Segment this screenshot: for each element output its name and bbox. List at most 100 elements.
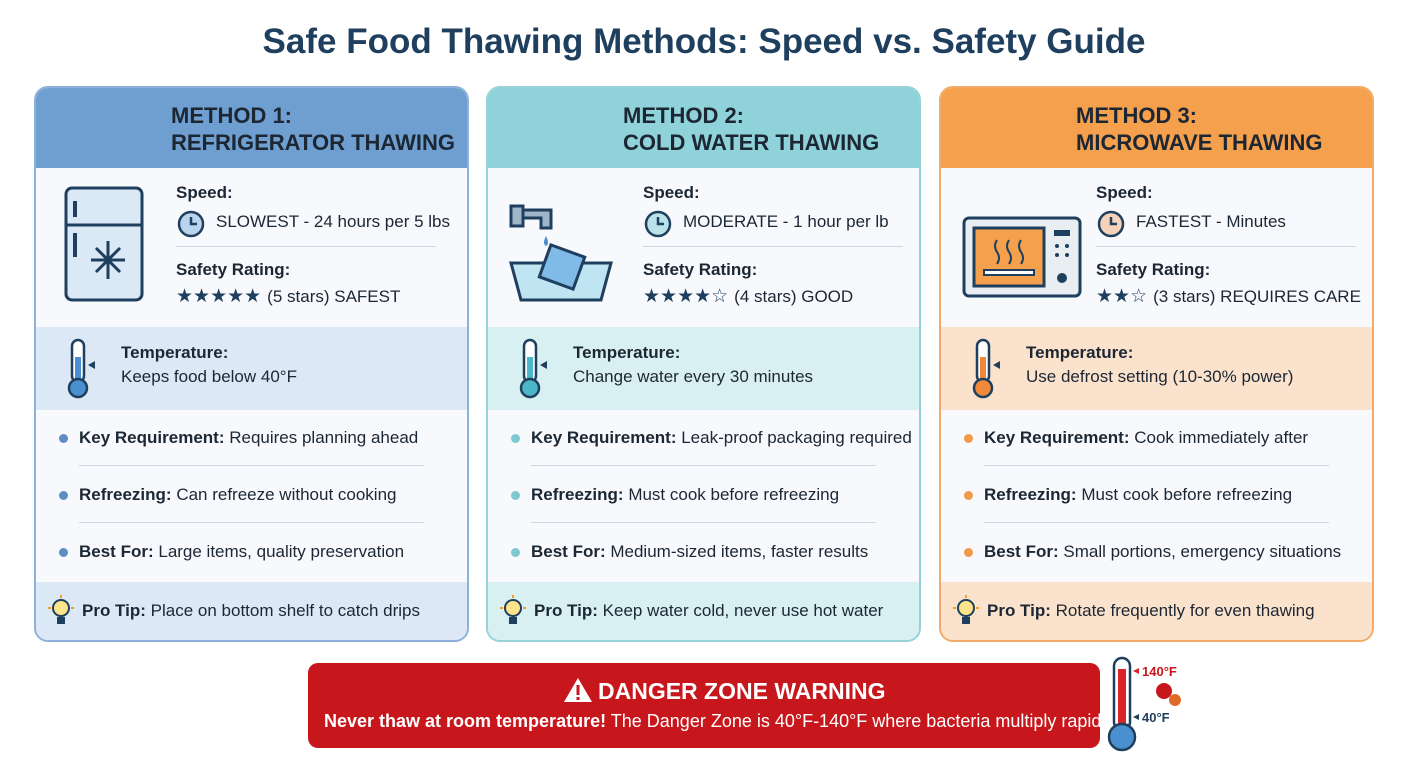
tip-text: Rotate frequently for even thawing bbox=[1055, 601, 1315, 620]
tip: Pro Tip: Place on bottom shelf to catch … bbox=[82, 601, 420, 621]
speed-label: Speed: bbox=[176, 183, 233, 202]
warning-box: DANGER ZONE WARNING Never thaw at room t… bbox=[308, 663, 1114, 748]
item: Key Requirement: Leak-proof packaging re… bbox=[531, 428, 912, 448]
separator bbox=[531, 522, 876, 523]
item-text: Requires planning ahead bbox=[229, 428, 419, 447]
method-icon bbox=[506, 188, 616, 306]
item-text: Medium-sized items, faster results bbox=[610, 542, 869, 561]
separator bbox=[79, 522, 424, 523]
bullet bbox=[964, 434, 973, 443]
clock-icon bbox=[643, 209, 673, 239]
tip-section: Pro Tip: Place on bottom shelf to catch … bbox=[36, 582, 467, 640]
item: Refreezing: Can refreeze without cooking bbox=[79, 485, 397, 505]
separator bbox=[79, 465, 424, 466]
item: Key Requirement: Requires planning ahead bbox=[79, 428, 418, 448]
safety-rating: ★★★★☆ (4 stars) GOOD bbox=[643, 285, 853, 308]
speed-label: Speed: bbox=[1096, 183, 1153, 202]
item: Best For: Small portions, emergency situ… bbox=[984, 542, 1341, 562]
safety-label: Safety Rating: bbox=[176, 260, 291, 279]
tip-text: Keep water cold, never use hot water bbox=[602, 601, 884, 620]
icon bbox=[962, 216, 1082, 298]
safety: (5 stars) SAFEST bbox=[267, 287, 401, 306]
temperature-label: Temperature: bbox=[121, 343, 229, 362]
thermometer-icon bbox=[516, 337, 552, 401]
temperature: Change water every 30 minutes bbox=[573, 367, 814, 386]
bulb-icon bbox=[951, 595, 981, 629]
method-card: METHOD 1: REFRIGERATOR THAWING Speed: SLOWE… bbox=[34, 86, 469, 642]
safety: (3 stars) REQUIRES CARE bbox=[1153, 287, 1361, 306]
clock-icon bbox=[1096, 209, 1126, 239]
tip-label: Pro Tip: bbox=[82, 601, 146, 620]
item-label: Refreezing: bbox=[984, 485, 1077, 504]
item-label: Refreezing: bbox=[79, 485, 172, 504]
tip: Pro Tip: Rotate frequently for even thaw… bbox=[987, 601, 1315, 621]
item-text: Must cook before refreezing bbox=[1081, 485, 1293, 504]
icon bbox=[500, 595, 526, 624]
item-label: Key Requirement: bbox=[531, 428, 677, 447]
stars: ★★☆ bbox=[1096, 286, 1148, 307]
safety-rating: ★★★★★ (5 stars) SAFEST bbox=[176, 285, 400, 308]
item: Refreezing: Must cook before refreezing bbox=[531, 485, 839, 505]
tip-label: Pro Tip: bbox=[534, 601, 598, 620]
danger-thermometer bbox=[1107, 656, 1181, 752]
speed: MODERATE - 1 hour per lb bbox=[683, 212, 889, 231]
item-text: Must cook before refreezing bbox=[628, 485, 840, 504]
speed: SLOWEST - 24 hours per 5 lbs bbox=[216, 212, 451, 231]
speed-label: Speed: bbox=[643, 183, 700, 202]
bullet bbox=[511, 548, 520, 557]
temperature-section: Temperature: Use defrost setting (10-30% … bbox=[941, 327, 1372, 410]
icon bbox=[509, 204, 613, 302]
header-line: COLD WATER THAWING bbox=[623, 130, 880, 155]
item: Best For: Large items, quality preservat… bbox=[79, 542, 404, 562]
warning-text: Never thaw at room temperature! The Dang… bbox=[324, 711, 1114, 732]
clock-icon bbox=[176, 209, 206, 239]
header-line: MICROWAVE THAWING bbox=[1076, 130, 1323, 155]
item-text: Large items, quality preservation bbox=[158, 542, 405, 561]
item-label: Refreezing: bbox=[531, 485, 624, 504]
tip: Pro Tip: Keep water cold, never use hot … bbox=[534, 601, 883, 621]
icon bbox=[1097, 210, 1125, 238]
icon bbox=[177, 210, 205, 238]
tip-label: Pro Tip: bbox=[987, 601, 1051, 620]
separator bbox=[531, 465, 876, 466]
icon bbox=[64, 186, 144, 302]
method-icon bbox=[959, 198, 1085, 302]
separator bbox=[984, 522, 1329, 523]
item: Refreezing: Must cook before refreezing bbox=[984, 485, 1292, 505]
card-header: METHOD 1: REFRIGERATOR THAWING bbox=[36, 88, 467, 168]
item: Best For: Medium-sized items, faster res… bbox=[531, 542, 868, 562]
bulb-icon bbox=[46, 595, 76, 629]
item-label: Best For: bbox=[79, 542, 154, 561]
separator bbox=[643, 246, 903, 247]
temperature-label: Temperature: bbox=[573, 343, 681, 362]
thermometer-icon bbox=[64, 337, 100, 401]
tip-section: Pro Tip: Rotate frequently for even thaw… bbox=[941, 582, 1372, 640]
item-text: Cook immediately after bbox=[1134, 428, 1309, 447]
item-text: Can refreeze without cooking bbox=[176, 485, 397, 504]
bullet bbox=[964, 491, 973, 500]
temperature-label: Temperature: bbox=[1026, 343, 1134, 362]
item-label: Best For: bbox=[984, 542, 1059, 561]
item: Key Requirement: Cook immediately after bbox=[984, 428, 1308, 448]
bulb-icon bbox=[498, 595, 528, 629]
warning-body: The Danger Zone is 40°F-140°F where bact… bbox=[610, 711, 1115, 731]
method-card: METHOD 3: MICROWAVE THAWING Speed: FASTEST … bbox=[939, 86, 1374, 642]
low-temp: 40°F bbox=[1142, 710, 1170, 725]
bullet bbox=[511, 434, 520, 443]
item-label: Key Requirement: bbox=[79, 428, 225, 447]
high-temp: 140°F bbox=[1142, 664, 1177, 679]
separator bbox=[176, 246, 436, 247]
bullet bbox=[511, 491, 520, 500]
method-card: METHOD 2: COLD WATER THAWING Speed: MODERAT… bbox=[486, 86, 921, 642]
item-label: Key Requirement: bbox=[984, 428, 1130, 447]
temperature-section: Temperature: Change water every 30 minute… bbox=[488, 327, 919, 410]
header-line: METHOD 3: bbox=[1076, 103, 1197, 128]
icon bbox=[67, 338, 95, 399]
card-header: METHOD 3: MICROWAVE THAWING bbox=[941, 88, 1372, 168]
safety-label: Safety Rating: bbox=[643, 260, 758, 279]
header-line: METHOD 1: bbox=[171, 103, 292, 128]
icon bbox=[644, 210, 672, 238]
header-line: METHOD 2: bbox=[623, 103, 744, 128]
icon bbox=[519, 338, 547, 399]
